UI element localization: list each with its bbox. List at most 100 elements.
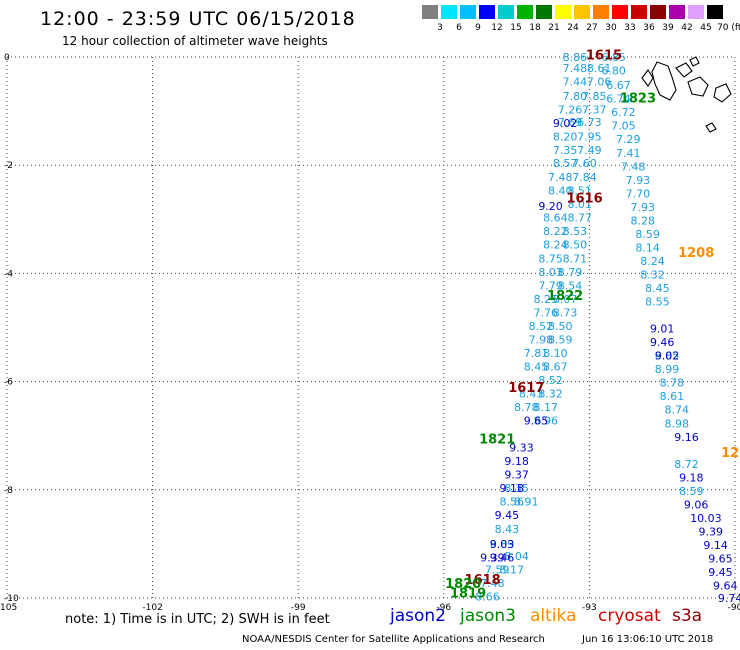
wave-height-value: 9.39 (480, 551, 505, 564)
wave-height-value: 8.04 (504, 550, 529, 563)
wave-height-value: 9.16 (674, 431, 699, 444)
wave-height-value: 7.59 (485, 563, 510, 576)
color-scale-label: 15 (510, 23, 522, 33)
wave-height-value: 8.59 (548, 333, 573, 346)
coastline-san-cristobal (713, 83, 732, 103)
wave-height-value: 8.57 (553, 157, 578, 170)
wave-height-value: 9.02 (655, 350, 680, 363)
wave-height-value: 7.41 (616, 147, 641, 160)
map-title: 12:00 - 23:59 UTC 06/15/2018 (40, 8, 356, 30)
pass-time-label: 1208 (678, 246, 714, 261)
color-scale-label: 3 (437, 23, 443, 33)
wave-height-value: 8.61 (587, 62, 612, 75)
wave-height-value: 8.61 (660, 390, 685, 403)
wave-height-value: 9.03 (490, 538, 515, 551)
wave-height-value: 10.03 (690, 512, 722, 525)
wave-height-value: 8.03 (538, 266, 563, 279)
lat-tick-label: -6 (4, 378, 13, 388)
wave-height-value: 9.46 (650, 336, 675, 349)
color-scale-label: 36 (643, 23, 655, 33)
wave-height-value: 7.93 (631, 201, 656, 214)
color-swatch (669, 5, 685, 19)
coastline-espanola (705, 122, 717, 133)
wave-height-value: 7.85 (582, 90, 607, 103)
color-swatch (593, 5, 609, 19)
lat-tick-label: -4 (4, 269, 13, 279)
satellite-legend-jason3: jason3 (460, 606, 516, 626)
wave-height-value: 8.77 (567, 212, 592, 225)
wave-height-value: 9.14 (703, 539, 728, 552)
satellite-legend-cryosat: cryosat (598, 606, 661, 626)
wave-height-value: 7.48 (563, 62, 588, 75)
wave-height-value: 8.59 (635, 228, 660, 241)
wave-height-value: 9.18 (504, 455, 529, 468)
color-swatch (498, 5, 514, 19)
color-swatch (441, 5, 457, 19)
wave-height-value: 8.07 (553, 293, 578, 306)
wave-height-value: 6.80 (601, 65, 626, 78)
wave-height-value: 8.71 (563, 252, 588, 265)
wave-height-value: 7.70 (626, 187, 651, 200)
wave-height-value: 8.59 (679, 485, 704, 498)
map-subtitle: 12 hour collection of altimeter wave hei… (62, 34, 328, 48)
wave-height-value: 9.18 (499, 482, 524, 495)
satellite-legend-jason2: jason2 (390, 606, 446, 626)
wave-height-value: 8.78 (660, 377, 685, 390)
footer-note: note: 1) Time is in UTC; 2) SWH is in fe… (65, 612, 330, 627)
color-swatch (612, 5, 628, 19)
color-swatch (707, 5, 723, 19)
pass-time-label: 1616 (566, 192, 602, 207)
wave-height-value: 9.02 (553, 117, 578, 130)
color-swatch (650, 5, 666, 19)
color-swatch (688, 5, 704, 19)
wave-height-value: 7.05 (611, 120, 636, 133)
wave-height-value: 7.37 (582, 103, 607, 116)
wave-height-value: 8.99 (655, 363, 680, 376)
color-scale-label: 24 (567, 23, 579, 33)
wave-height-value: 8.14 (635, 241, 660, 254)
color-scale-label: 9 (475, 23, 481, 33)
wave-height-value: 9.39 (698, 525, 723, 538)
color-swatch (631, 5, 647, 19)
color-scale-label: 33 (624, 23, 636, 33)
wave-height-value: 8.22 (543, 225, 568, 238)
wave-height-value: 8.28 (631, 214, 656, 227)
wave-height-value: 8.96 (533, 415, 558, 428)
wave-height-value: 6.73 (577, 116, 602, 129)
coastline-santa-cruz (687, 76, 709, 97)
wave-height-value: 8.43 (519, 388, 544, 401)
wave-height-value: 7.76 (533, 306, 558, 319)
wave-height-value: 9.37 (504, 469, 529, 482)
pass-time-label: 1821 (479, 432, 515, 447)
wave-height-value: 7.69 (558, 116, 583, 129)
wave-height-value: 8.72 (674, 458, 699, 471)
wave-height-value: 7.79 (538, 279, 563, 292)
wave-height-value: 6.72 (611, 106, 636, 119)
wave-height-value: 8.67 (543, 360, 568, 373)
wave-height-value: 9.06 (684, 498, 709, 511)
axis-tick-labels: -105 -102 -99 -96 -93 -90 0 -2 -4 -6 -8 -10 (0, 53, 740, 613)
lon-tick-label: -105 (0, 603, 17, 613)
wave-height-value: 7.93 (626, 174, 651, 187)
wave-height-value: 7.95 (577, 131, 602, 144)
color-scale-label: 18 (529, 23, 541, 33)
wave-height-value: 7.81 (524, 347, 549, 360)
wave-height-value: 7.84 (572, 171, 597, 184)
pass-time-label: 1617 (508, 381, 544, 396)
wave-height-value: 8.53 (563, 225, 588, 238)
wave-height-value: 8.20 (553, 131, 578, 144)
wave-height-value: 8.32 (538, 388, 563, 401)
color-scale-label: 30 (605, 23, 617, 33)
color-scale-label: 45 (700, 23, 712, 33)
wave-height-value: 7.44 (563, 75, 588, 88)
wave-height-value: 8.01 (567, 198, 592, 211)
color-scale-label: 70 (ft) (717, 23, 740, 33)
wave-height-value: 8.45 (524, 360, 549, 373)
wave-height-value: 8.55 (645, 296, 670, 309)
color-scale-label: 12 (491, 23, 503, 33)
wave-height-value: 8.54 (558, 279, 583, 292)
pass-time-label: 1819 (450, 587, 486, 602)
wave-height-value: 8.50 (548, 320, 573, 333)
color-swatch (574, 5, 590, 19)
wave-height-value: 9.46 (490, 551, 515, 564)
